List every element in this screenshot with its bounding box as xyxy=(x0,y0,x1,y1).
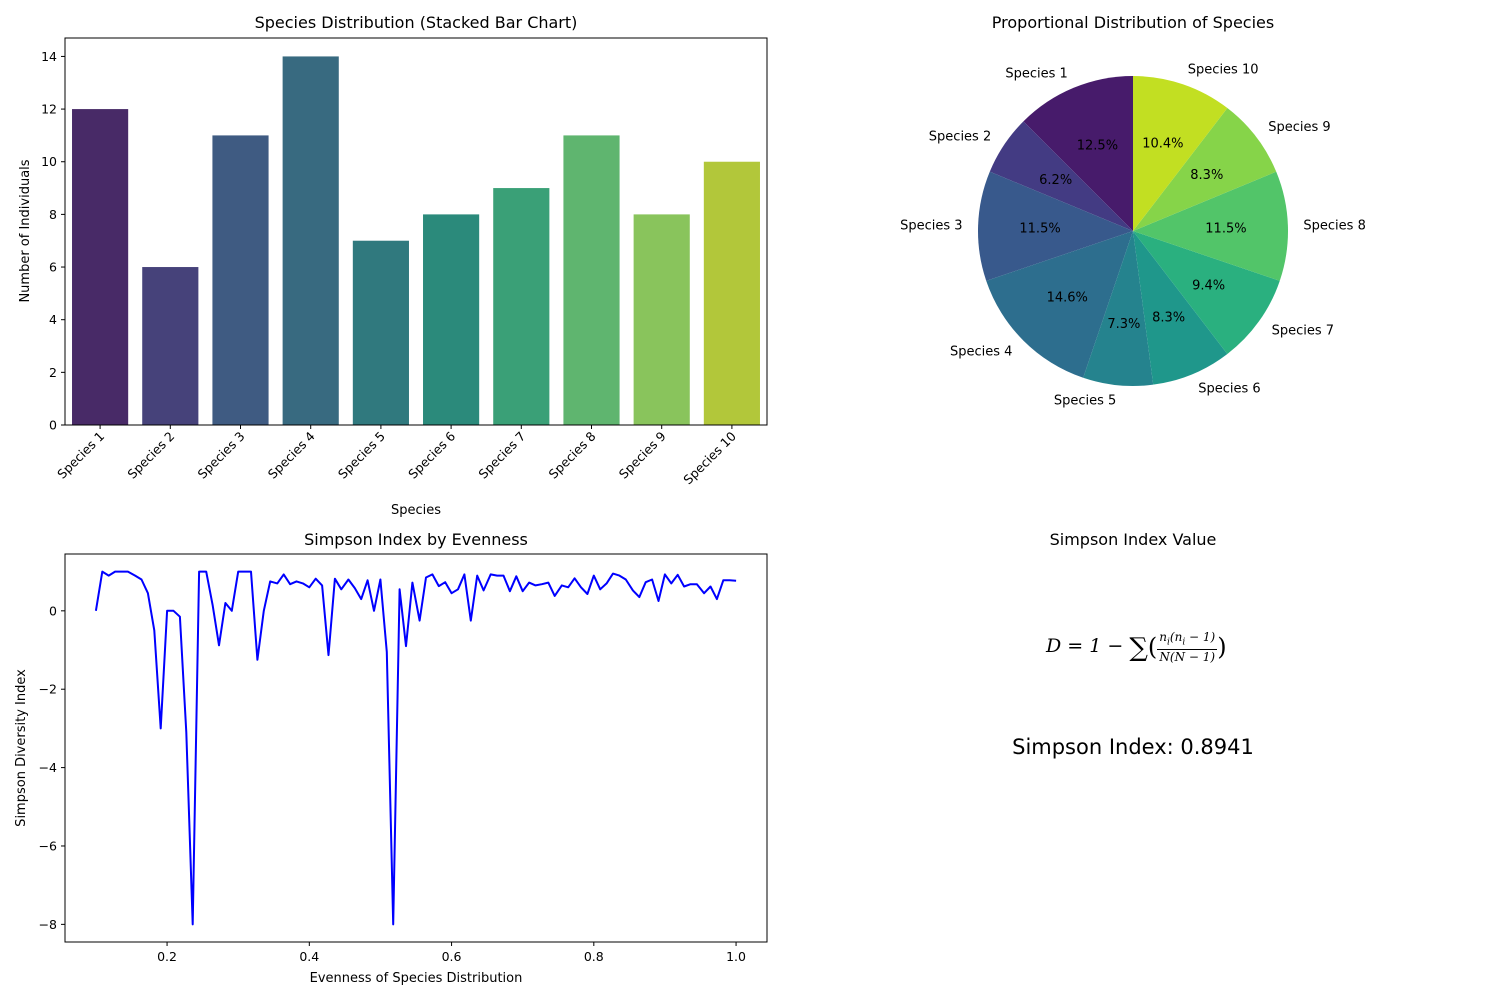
pie-percent-2: 6.2% xyxy=(1039,173,1072,188)
bar-2 xyxy=(142,267,199,425)
bar-xtick-label-1: Species 1 xyxy=(54,429,107,482)
pie-slice-6 xyxy=(1133,231,1228,385)
pie-label-8: Species 8 xyxy=(1303,218,1365,233)
line-chart-frame xyxy=(64,553,768,943)
line-chart-title: Simpson Index by Evenness xyxy=(304,530,528,549)
pie-percent-1: 12.5% xyxy=(1077,139,1118,154)
pie-percent-5: 7.3% xyxy=(1107,317,1140,332)
bar-ytick-label: 2 xyxy=(49,365,57,380)
pie-chart-panel: Proportional Distribution of Species Spe… xyxy=(900,13,1366,409)
pie-label-1: Species 1 xyxy=(1005,66,1067,81)
bar-10 xyxy=(703,161,760,426)
formula-num-tail: − 1) xyxy=(1185,630,1216,644)
bar-xtick-label-3: Species 3 xyxy=(195,429,248,482)
line-ytick-label: −2 xyxy=(39,682,57,697)
pie-label-9: Species 9 xyxy=(1268,120,1330,135)
pie-label-7: Species 7 xyxy=(1272,323,1334,338)
bar-chart-frame xyxy=(64,37,768,426)
pie-percent-7: 9.4% xyxy=(1192,279,1225,294)
formula-lhs: D = 1 − xyxy=(1046,635,1130,658)
formula-num-rest: (n xyxy=(1169,630,1183,644)
bar-8 xyxy=(563,135,620,426)
pie-slice-8 xyxy=(1133,171,1288,281)
bar-chart-title: Species Distribution (Stacked Bar Chart) xyxy=(255,13,578,32)
bar-chart-xlabel: Species xyxy=(391,503,441,518)
simpson-index-value: Simpson Index: 0.8941 xyxy=(1012,735,1254,759)
bar-3 xyxy=(212,135,269,426)
bar-xtick-label-4: Species 4 xyxy=(265,428,318,481)
line-xtick-label: 0.4 xyxy=(299,949,319,964)
bar-ytick-label: 10 xyxy=(41,154,57,169)
bar-ytick-label: 0 xyxy=(49,418,57,433)
formula-num-n: n xyxy=(1159,630,1167,644)
line-chart-panel: Simpson Index by Evenness 0.2 0.4 0.6 0.8 1.… xyxy=(14,530,768,986)
simpson-line xyxy=(94,570,737,926)
bar-xtick-label-8: Species 8 xyxy=(546,428,599,481)
line-xtick-label: 0.8 xyxy=(584,949,604,964)
pie-label-2: Species 2 xyxy=(929,129,991,144)
pie-percent-6: 8.3% xyxy=(1152,310,1185,325)
bar-ytick-label: 8 xyxy=(49,207,57,222)
bar-4 xyxy=(282,56,339,426)
bar-1 xyxy=(72,109,129,425)
line-chart-xlabel: Evenness of Species Distribution xyxy=(310,971,523,986)
line-chart-plot: 0.2 0.4 0.6 0.8 1.0 −8 −6 −4 −2 0 xyxy=(39,570,746,964)
formula-denominator: N(N − 1) xyxy=(1159,650,1216,665)
line-ytick-label: −6 xyxy=(39,838,57,853)
simpson-formula: D = 1 − ∑(ni(ni − 1) N(N − 1)) xyxy=(1046,630,1227,665)
formula-sum-symbol: ∑ xyxy=(1129,633,1148,664)
pie-label-10: Species 10 xyxy=(1188,63,1259,78)
pie-chart-plot: Species 1 12.5% Species 2 6.2% Species 3 11.5… xyxy=(900,63,1366,409)
simpson-panel-title: Simpson Index Value xyxy=(1050,530,1217,549)
bar-xtick-label-2: Species 2 xyxy=(124,429,177,482)
bar-xtick-label-6: Species 6 xyxy=(405,428,458,481)
line-ytick-label: −4 xyxy=(39,760,57,775)
pie-slice-9 xyxy=(1133,108,1277,231)
bar-chart-plot: Species 1 Species 2 Species 3 Species 4 Spec… xyxy=(41,49,760,487)
line-ytick-label: −8 xyxy=(39,917,57,932)
line-ytick-label: 0 xyxy=(49,603,57,618)
bar-chart-panel: Species Distribution (Stacked Bar Chart)… xyxy=(18,13,768,518)
pie-slice-1 xyxy=(1023,76,1133,231)
pie-percent-8: 11.5% xyxy=(1205,221,1246,236)
line-chart-ylabel: Simpson Diversity Index xyxy=(14,669,29,827)
pie-chart-title: Proportional Distribution of Species xyxy=(992,13,1274,32)
pie-percent-4: 14.6% xyxy=(1047,290,1088,305)
bar-xtick-label-7: Species 7 xyxy=(475,429,528,482)
bar-9 xyxy=(633,214,690,425)
pie-slice-10 xyxy=(1133,76,1228,231)
pie-percent-3: 11.5% xyxy=(1019,221,1060,236)
bar-xtick-label-10: Species 10 xyxy=(680,428,739,487)
bar-ytick-label: 4 xyxy=(49,312,57,327)
bar-ytick-label: 14 xyxy=(41,49,57,64)
pie-percent-10: 10.4% xyxy=(1142,136,1183,151)
bar-xtick-label-9: Species 9 xyxy=(616,428,669,481)
simpson-index-panel: Simpson Index Value Simpson Index: 0.894… xyxy=(1012,530,1254,759)
formula-num-sub: i xyxy=(1167,637,1170,648)
bar-chart-ylabel: Number of Individuals xyxy=(18,159,33,302)
bar-ytick-label: 12 xyxy=(41,102,57,117)
pie-slice-3 xyxy=(977,171,1133,281)
line-xtick-label: 0.2 xyxy=(157,949,177,964)
pie-slice-7 xyxy=(1133,231,1280,354)
bar-ytick-label: 6 xyxy=(49,260,57,275)
bar-6 xyxy=(423,214,480,425)
line-xtick-label: 0.6 xyxy=(442,949,462,964)
pie-label-3: Species 3 xyxy=(900,218,962,233)
formula-fraction: ni(ni − 1) N(N − 1) xyxy=(1157,630,1218,665)
pie-slice-4 xyxy=(986,231,1133,378)
pie-label-5: Species 5 xyxy=(1054,394,1116,409)
bar-7 xyxy=(493,188,550,425)
formula-num-sub2: i xyxy=(1182,637,1186,648)
pie-slice-5 xyxy=(1083,231,1154,386)
line-xtick-label: 1.0 xyxy=(726,949,746,964)
pie-slice-2 xyxy=(989,121,1133,231)
pie-label-6: Species 6 xyxy=(1198,382,1260,397)
bar-xtick-label-5: Species 5 xyxy=(335,429,388,482)
pie-label-4: Species 4 xyxy=(950,345,1012,360)
pie-percent-9: 8.3% xyxy=(1190,168,1223,183)
bar-5 xyxy=(352,240,409,425)
